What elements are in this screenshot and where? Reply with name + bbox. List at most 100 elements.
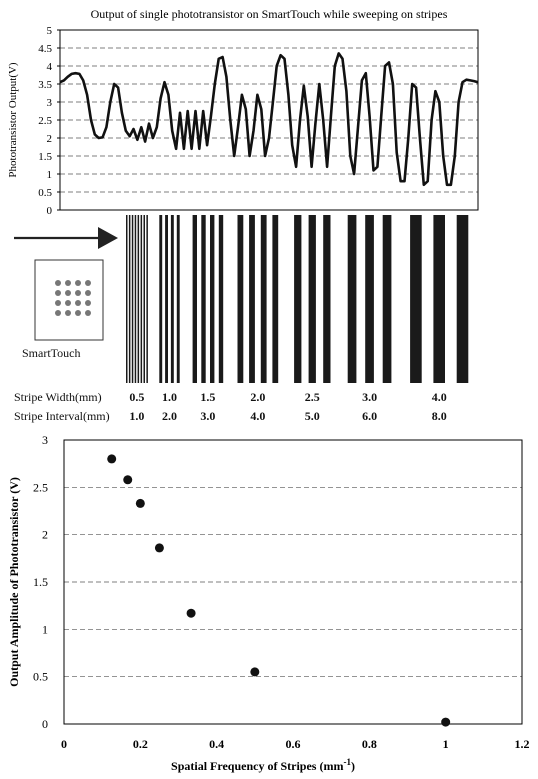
phototransistor-output-chart: Output of single phototransistor on Smar… [7, 7, 479, 215]
y-tick-label: 3.5 [38, 79, 52, 91]
data-point [441, 717, 451, 727]
sensor-dot [75, 300, 81, 306]
stripe-bar [140, 215, 143, 383]
stripe-bar [365, 215, 374, 383]
stripe-bar [126, 215, 128, 383]
stripe-interval-value: 2.0 [161, 409, 177, 423]
stripe-bar [308, 215, 316, 383]
stripe-interval-value: 3.0 [200, 409, 216, 423]
y-tick-label: 1.5 [33, 575, 48, 589]
stripe-width-value: 0.5 [129, 390, 145, 404]
stripe-bar [323, 215, 331, 383]
output-series-line [59, 52, 479, 187]
stripe-bar [218, 215, 224, 383]
y-tick-label: 3 [47, 97, 53, 109]
y-tick-label: 4.5 [38, 43, 52, 55]
sensor-dot [65, 300, 71, 306]
sensor-dot [75, 310, 81, 316]
stripe-bar [456, 215, 469, 383]
data-point [135, 498, 145, 508]
y-tick-label: 5 [47, 25, 53, 37]
stripe-bar [137, 215, 140, 383]
sensor-dot [85, 310, 91, 316]
stripe-bar [192, 215, 197, 383]
stripe-bar [201, 215, 206, 383]
stripe-interval-value: 8.0 [431, 409, 447, 423]
sensor-dot [85, 300, 91, 306]
y-tick-label: 2 [47, 133, 53, 145]
stripe-width-value: 2.0 [250, 390, 266, 404]
sensor-dot [55, 300, 61, 306]
stripe-bar [143, 215, 145, 383]
y-tick-label: 3 [42, 433, 48, 447]
x-tick-label: 0 [61, 737, 67, 751]
stripe-bar [410, 215, 422, 383]
y-tick-label: 0.5 [33, 670, 48, 684]
stripe-width-row-label: Stripe Width(mm) [14, 390, 102, 404]
sensor-dot [55, 290, 61, 296]
plot-frame [59, 29, 479, 211]
stripe-bar [131, 215, 134, 383]
x-tick-label: 1.2 [515, 737, 530, 751]
stripe-bar [382, 215, 392, 383]
x-tick-label: 1 [443, 737, 449, 751]
sensor-dot [85, 280, 91, 286]
stripe-bar [237, 215, 244, 383]
y-tick-label: 1 [42, 622, 48, 636]
stripe-width-value: 2.5 [304, 390, 320, 404]
sensor-dot [75, 290, 81, 296]
stripe-width-value: 3.0 [362, 390, 378, 404]
stripe-bar [128, 215, 131, 383]
stripe-interval-row-label: Stripe Interval(mm) [14, 409, 110, 423]
sensor-dot [65, 310, 71, 316]
y-tick-label: 1.5 [38, 151, 52, 163]
stripe-bar [260, 215, 267, 383]
stripe-bar [146, 215, 148, 383]
y-axis-label: Phototransistor Output(V) [7, 62, 19, 178]
stripe-width-value: 1.0 [161, 390, 177, 404]
stripe-bar [347, 215, 357, 383]
plot-frame [63, 439, 523, 725]
data-point [154, 543, 164, 553]
x-tick-label: 0.4 [209, 737, 224, 751]
stripe-bar [210, 215, 215, 383]
y-tick-label: 4 [47, 61, 53, 73]
x-tick-label: 0.2 [133, 737, 148, 751]
y-tick-label: 2.5 [38, 115, 52, 127]
stripe-bar [170, 215, 174, 383]
x-tick-label: 0.6 [286, 737, 301, 751]
stripe-bar [272, 215, 279, 383]
chart-title: Output of single phototransistor on Smar… [91, 7, 448, 21]
sensor-dot [85, 290, 91, 296]
y-axis-label: Output Amplitude of Phototransistor (V) [7, 477, 21, 687]
stripe-interval-value: 1.0 [129, 409, 145, 423]
sensor-dot [55, 310, 61, 316]
x-tick-label: 0.8 [362, 737, 377, 751]
sensor-dot [75, 280, 81, 286]
smarttouch-label: SmartTouch [22, 346, 81, 360]
stripe-bar [294, 215, 302, 383]
y-tick-label: 1 [47, 169, 53, 181]
x-axis-label: Spatial Frequency of Stripes (mm-1) [171, 757, 355, 773]
sensor-dot [65, 290, 71, 296]
amplitude-vs-frequency-chart: 0 0.5 1 1.5 2 2.5 3 0 0.2 0.4 0.6 0.8 1 1.2 Output Amp… [7, 433, 530, 773]
sensor-dot [65, 280, 71, 286]
y-tick-label: 2.5 [33, 480, 48, 494]
y-tick-label: 0.5 [38, 187, 52, 199]
stripe-bar [165, 215, 168, 383]
y-tick-label: 2 [42, 528, 48, 542]
stripe-dimension-table: Stripe Width(mm) Stripe Interval(mm) 0.5… [0, 390, 538, 428]
stripe-pattern-diagram [14, 215, 469, 383]
stripe-interval-value: 6.0 [362, 409, 378, 423]
sweep-arrow-head [98, 227, 118, 249]
data-point [186, 608, 196, 618]
stripe-bar [249, 215, 255, 383]
stripe-interval-value: 5.0 [304, 409, 320, 423]
stripe-interval-value: 4.0 [250, 409, 266, 423]
data-point [250, 667, 260, 677]
stripe-width-value: 4.0 [431, 390, 447, 404]
sensor-dot [55, 280, 61, 286]
data-point [123, 475, 133, 485]
y-tick-label: 0 [47, 205, 53, 215]
